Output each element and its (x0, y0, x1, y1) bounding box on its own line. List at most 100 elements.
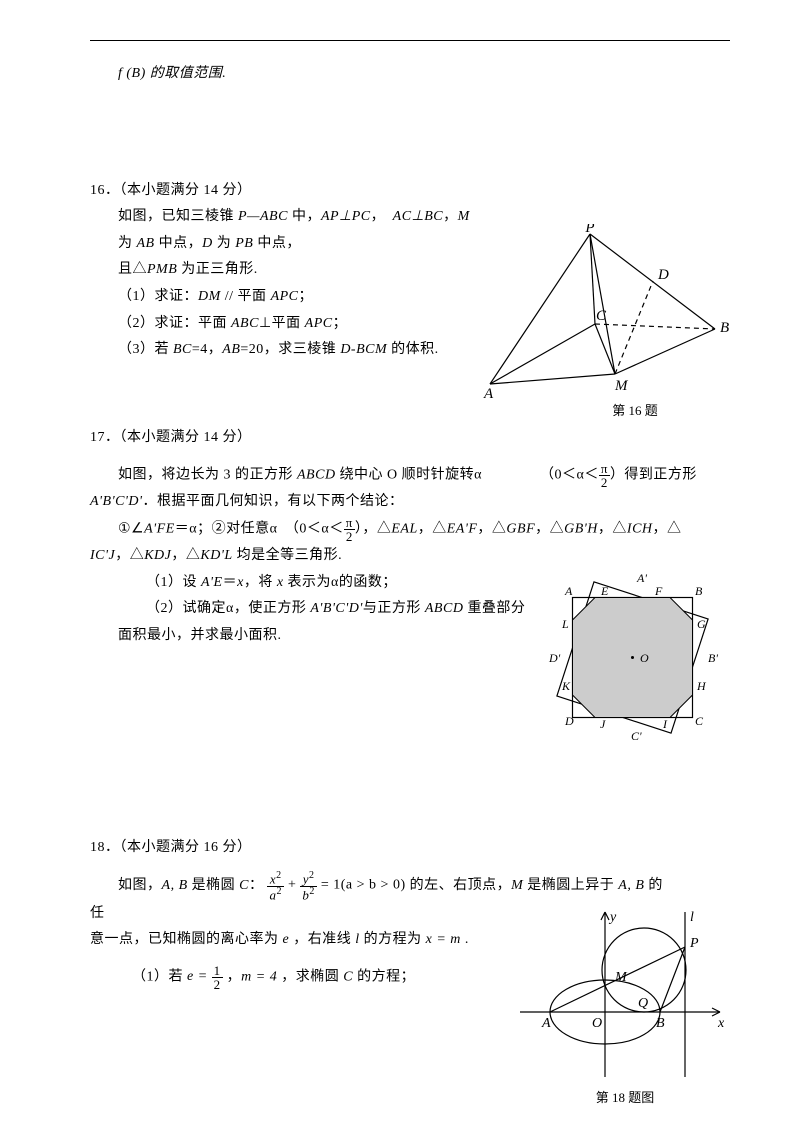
t: K (561, 679, 571, 693)
t: ICH (627, 521, 653, 536)
p17-l3: ①∠A'FE＝α；②对任意α （0＜α＜π2），△EAL，△EA'F，△GBF，… (90, 516, 730, 543)
t: D' (548, 651, 561, 665)
t: A (618, 878, 627, 893)
t: APC (271, 289, 299, 304)
t: ），△ (355, 521, 392, 536)
lbl-A: A (483, 386, 494, 402)
t: 为 (213, 236, 236, 251)
t: 且△ (118, 262, 147, 277)
t: C (239, 878, 249, 893)
t: 中点， (155, 236, 203, 251)
t: ， (227, 970, 242, 985)
intro-fB: f (B) 的取值范围. (118, 66, 226, 81)
pi-over-2: π2 (599, 462, 610, 489)
t: π (599, 462, 610, 475)
t: x (237, 575, 244, 590)
t: KDJ (144, 548, 171, 563)
t: 如图，已知三棱锥 (118, 209, 238, 224)
frac-1-2: 12 (212, 964, 223, 991)
t: AB (137, 236, 155, 251)
t: M (458, 209, 470, 224)
t: 1 (212, 964, 223, 977)
t: ABCD (425, 601, 464, 616)
t: 均是全等三角形. (233, 548, 343, 563)
p16-figure-wrap: P A B C D M 第 16 题 (480, 224, 730, 419)
p16-num: 16．（本小题满分 14 分） (90, 178, 730, 205)
lbl-M: M (614, 378, 629, 394)
t: 2 (212, 977, 223, 991)
p18-caption: 第 18 题图 (520, 1087, 730, 1106)
p18-num: 18．（本小题满分 16 分） (90, 835, 730, 862)
t: =20，求三棱锥 (240, 342, 340, 357)
t: 的方程为 (360, 932, 426, 947)
t: ①∠ (118, 521, 144, 536)
t: E (600, 584, 609, 598)
t: =4， (192, 342, 222, 357)
t: ）得到正方形 (610, 468, 697, 483)
top-rule (90, 40, 730, 41)
intro-line: f (B) 的取值范围. (90, 61, 730, 88)
t: 的 (644, 878, 663, 893)
t: ； (333, 316, 348, 331)
t: ： (249, 878, 264, 893)
t: 的方程； (353, 970, 415, 985)
t: 的体积. (387, 342, 439, 357)
t: ＝α；②对任意α （0＜α＜ (175, 521, 344, 536)
t: 为正三角形. (177, 262, 258, 277)
p17-num: 17．（本小题满分 14 分） (90, 425, 730, 452)
t: ．根据平面几何知识，有以下两个结论： (143, 494, 404, 509)
t: x (717, 1016, 725, 1031)
t: 2 (599, 475, 610, 489)
t: B (179, 878, 188, 893)
t: GBF (506, 521, 535, 536)
t: e = (187, 969, 208, 984)
t: A'B'C'D' (310, 601, 363, 616)
t: ，求椭圆 (277, 970, 343, 985)
t: m = 4 (241, 970, 277, 985)
t: 如图， (118, 878, 162, 893)
t: AC⊥BC (393, 209, 443, 224)
t: （1）求证： (118, 289, 198, 304)
t: 与正方形 (363, 601, 425, 616)
t: . (461, 932, 469, 947)
t: IC'J (90, 548, 115, 563)
t: D-BCM (340, 342, 387, 357)
t: B (695, 584, 703, 598)
p16-figure: P A B C D M (480, 224, 730, 404)
t: （1）设 (146, 575, 201, 590)
t: ，△ (535, 521, 564, 536)
t: （0＜α＜ (540, 468, 599, 483)
t: 2 (344, 529, 355, 543)
t: J (600, 717, 606, 731)
t: BC (173, 342, 192, 357)
t: A' (636, 571, 647, 585)
gap (90, 88, 730, 178)
t: I (662, 717, 668, 731)
t: C (695, 714, 704, 728)
t: ，△ (598, 521, 627, 536)
t: A'E (201, 575, 223, 590)
t: ， (443, 209, 458, 224)
t: 如图，将边长为 3 的正方形 (118, 468, 297, 483)
t: 是椭圆上异于 (523, 878, 618, 893)
t: L (561, 617, 569, 631)
pi-over-2b: π2 (344, 516, 355, 543)
t: O (640, 651, 649, 665)
t: ，△ (477, 521, 506, 536)
t: AP⊥PC (321, 209, 371, 224)
p17-l4: IC'J，△KDJ，△KD'L 均是全等三角形. (90, 543, 730, 570)
t: （2）试确定α，使正方形 (146, 601, 310, 616)
t: x = m (426, 932, 461, 947)
t: A (564, 584, 573, 598)
frac-x2a2: x2a2 (267, 871, 284, 901)
t: 表示为α的函数； (284, 575, 397, 590)
t: A (541, 1016, 551, 1031)
lbl-P: P (584, 224, 594, 236)
t: 绕中心 O 顺时针旋转α (336, 468, 482, 483)
t: D (564, 714, 574, 728)
t: KD'L (200, 548, 232, 563)
t: y (608, 910, 617, 925)
t: F (654, 584, 663, 598)
lbl-C: C (596, 308, 607, 324)
t: P (689, 936, 699, 951)
